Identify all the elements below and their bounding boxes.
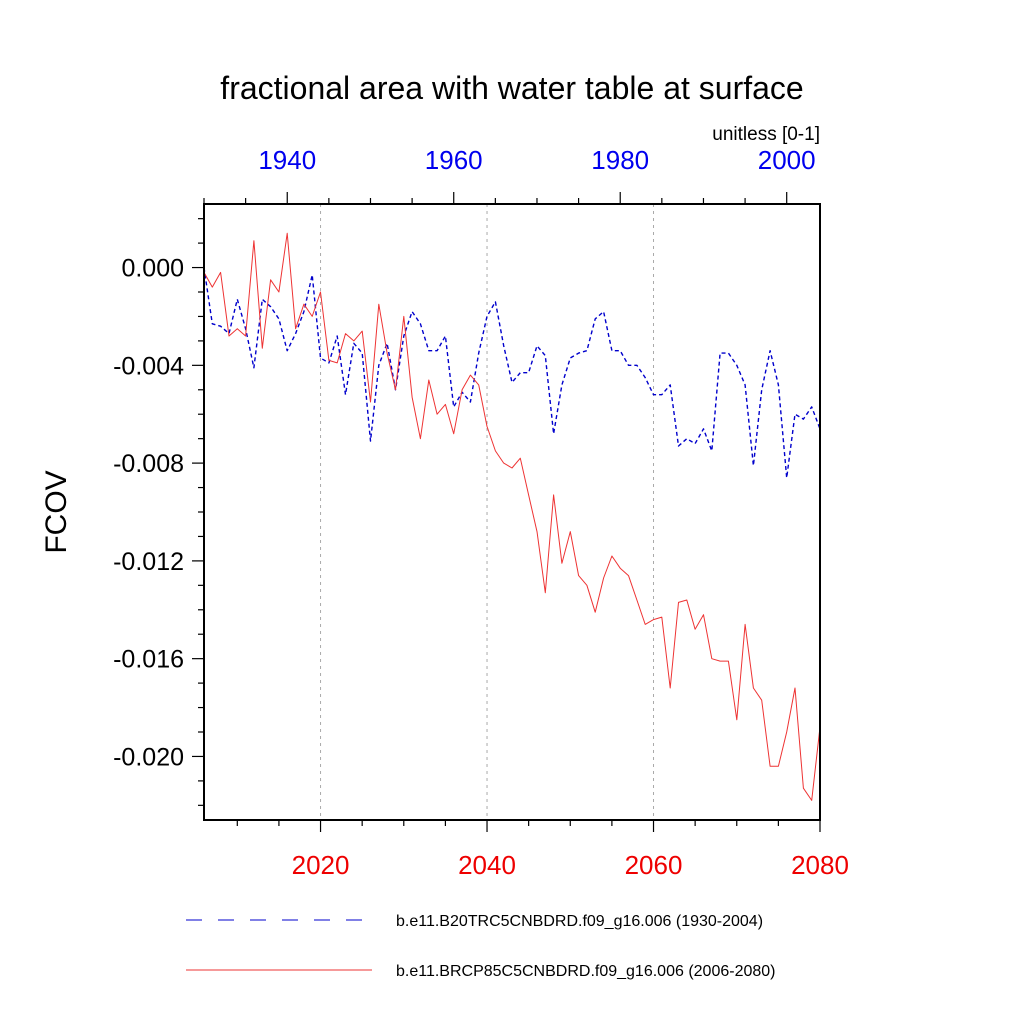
y-tick-label: -0.004 [113, 352, 184, 380]
x-bottom-tick-label: 2020 [292, 850, 350, 880]
y-tick-label: -0.020 [113, 743, 184, 771]
series-line-1 [203, 267, 821, 479]
grid-lines [320, 204, 655, 820]
series-lines [203, 232, 821, 801]
x-top-tick-label: 2000 [758, 145, 816, 175]
x-bottom-tick-label: 2060 [625, 850, 683, 880]
x-top-tick-label: 1980 [591, 145, 649, 175]
chart-title: fractional area with water table at surf… [220, 70, 803, 106]
y-tick-label: -0.016 [113, 646, 184, 674]
y-tick-label: -0.008 [113, 450, 184, 478]
y-axis-label: FCOV [40, 470, 73, 553]
series-line-2 [203, 232, 821, 801]
axis-ticks: 0.000 -0.004 -0.008 -0.012 -0.016 -0.020 2020 2… [113, 145, 849, 880]
x-top-tick-label: 1960 [425, 145, 483, 175]
legend: b.e11.B20TRC5CNBDRD.f09_g16.006 (1930-20… [186, 913, 775, 980]
x-top-tick-label: 1940 [258, 145, 316, 175]
y-tick-label: -0.012 [113, 548, 184, 576]
x-bottom-tick-label: 2040 [458, 850, 516, 880]
y-tick-label: 0.000 [121, 255, 184, 283]
legend-label: b.e11.B20TRC5CNBDRD.f09_g16.006 (1930-20… [396, 913, 763, 930]
plot-frame [203, 203, 821, 821]
legend-label: b.e11.BRCP85C5CNBDRD.f09_g16.006 (2006-2… [396, 963, 775, 980]
x-bottom-tick-label: 2080 [791, 850, 849, 880]
units-label: unitless [0-1] [712, 124, 820, 145]
